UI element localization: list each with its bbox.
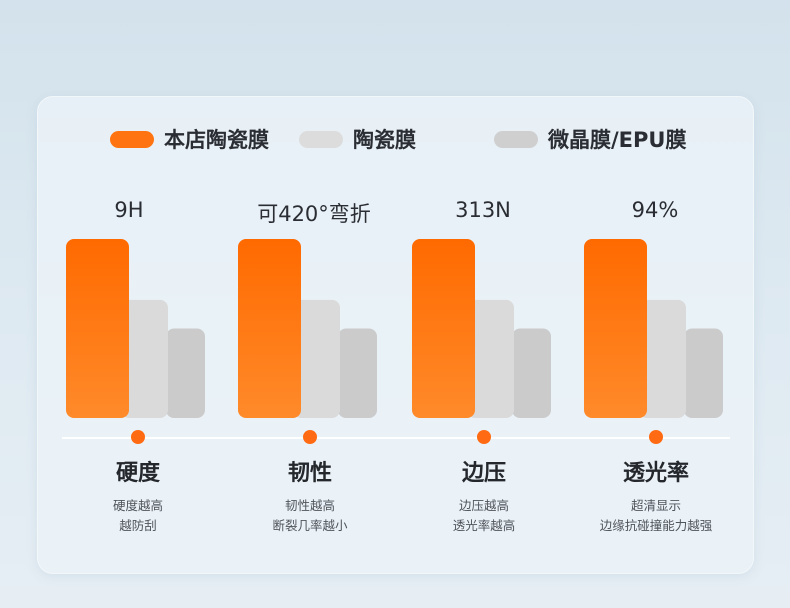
bar-our-film bbox=[66, 239, 129, 418]
legend-swatch bbox=[494, 130, 538, 148]
description-line: 越防刮 bbox=[119, 518, 157, 533]
bar-micro-epu-film bbox=[166, 328, 205, 418]
bar-our-film bbox=[412, 239, 475, 418]
legend-label: 本店陶瓷膜 bbox=[164, 128, 269, 152]
bar-micro-epu-film bbox=[684, 328, 723, 418]
description-line: 边缘抗碰撞能力越强 bbox=[599, 518, 713, 533]
value-label-hardness: 9H bbox=[114, 198, 144, 222]
value-label-edge-pressure: 313N bbox=[455, 198, 511, 222]
legend-label: 陶瓷膜 bbox=[353, 128, 416, 152]
value-label-transmittance: 94% bbox=[631, 198, 679, 222]
category-marker-dot bbox=[649, 430, 663, 444]
category-title-hardness: 硬度 bbox=[115, 461, 160, 486]
description-line: 边压越高 bbox=[458, 498, 509, 513]
legend-item-ceramic-film: 陶瓷膜 bbox=[299, 127, 416, 152]
value-label-toughness: 可420°弯折 bbox=[257, 202, 371, 226]
category-title-transmittance: 透光率 bbox=[622, 461, 689, 486]
bar-our-film bbox=[584, 239, 647, 418]
category-description: 超清显示 边缘抗碰撞能力越强 bbox=[556, 496, 756, 536]
legend-item-micro-epu-film: 微晶膜/EPU膜 bbox=[494, 127, 687, 152]
category-description: 硬度越高 越防刮 bbox=[38, 496, 238, 536]
bar-ceramic-film bbox=[121, 299, 168, 418]
legend-item-our-film: 本店陶瓷膜 bbox=[110, 127, 269, 152]
category-marker-dot bbox=[131, 430, 145, 444]
chart-baseline bbox=[62, 437, 730, 439]
bar-ceramic-film bbox=[293, 299, 340, 418]
legend-label: 微晶膜/EPU膜 bbox=[548, 128, 687, 152]
bar-micro-epu-film bbox=[338, 328, 377, 418]
category-marker-dot bbox=[303, 430, 317, 444]
legend-swatch bbox=[299, 130, 343, 148]
bar-ceramic-film bbox=[639, 299, 686, 418]
description-line: 断裂几率越小 bbox=[272, 518, 348, 533]
category-marker-dot bbox=[477, 430, 491, 444]
bar-our-film bbox=[238, 239, 301, 418]
description-line: 韧性越高 bbox=[284, 498, 335, 513]
bar-micro-epu-film bbox=[512, 328, 551, 418]
description-line: 超清显示 bbox=[630, 498, 681, 513]
category-title-toughness: 韧性 bbox=[287, 461, 332, 486]
legend-swatch bbox=[110, 130, 154, 148]
description-line: 透光率越高 bbox=[452, 518, 516, 533]
category-description: 边压越高 透光率越高 bbox=[384, 496, 584, 536]
bar-ceramic-film bbox=[467, 299, 514, 418]
category-description: 韧性越高 断裂几率越小 bbox=[210, 496, 410, 536]
description-line: 硬度越高 bbox=[112, 498, 163, 513]
category-title-edge-pressure: 边压 bbox=[461, 461, 506, 486]
